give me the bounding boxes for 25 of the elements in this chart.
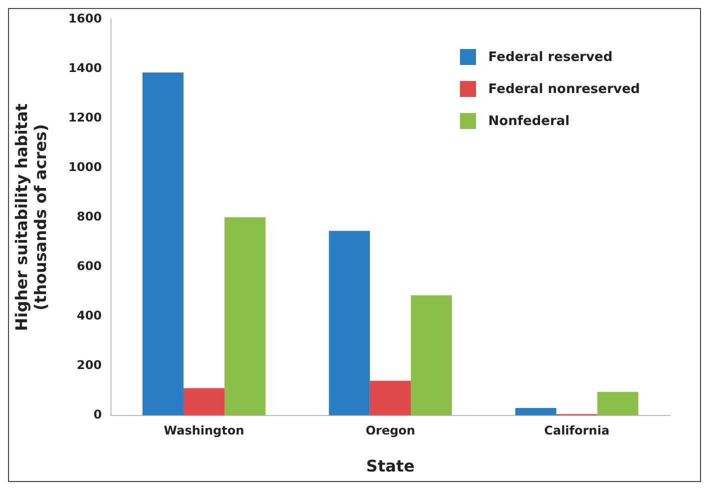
y-tick-label: 400 — [76, 308, 102, 322]
bar — [515, 408, 556, 416]
legend-label: Nonfederal — [488, 114, 570, 128]
y-tick-label: 200 — [76, 358, 102, 372]
x-tick-label: Washington — [164, 424, 244, 438]
y-axis-title: Higher suitability habitat (thousands of acres) — [12, 103, 50, 332]
x-tick-label: Oregon — [366, 424, 416, 438]
bar — [370, 380, 411, 416]
y-tick-label: 800 — [76, 209, 102, 224]
bar — [224, 217, 266, 416]
y-tick-label: 0 — [93, 408, 102, 422]
y-tick-label: 1600 — [68, 11, 102, 26]
x-tick-label: California — [544, 424, 610, 438]
bar — [597, 392, 638, 416]
y-tick-label: 1400 — [68, 60, 102, 75]
bar — [410, 295, 452, 416]
bar — [328, 230, 370, 416]
x-axis-title: State — [366, 456, 415, 476]
legend-label: Federal reserved — [488, 50, 613, 64]
y-tick-label: 1200 — [68, 110, 102, 124]
bar — [183, 388, 225, 416]
y-tick-label: 1000 — [68, 160, 102, 174]
y-tick-label: 600 — [76, 258, 102, 273]
bar — [142, 72, 184, 416]
legend-label: Federal nonreserved — [488, 82, 640, 96]
